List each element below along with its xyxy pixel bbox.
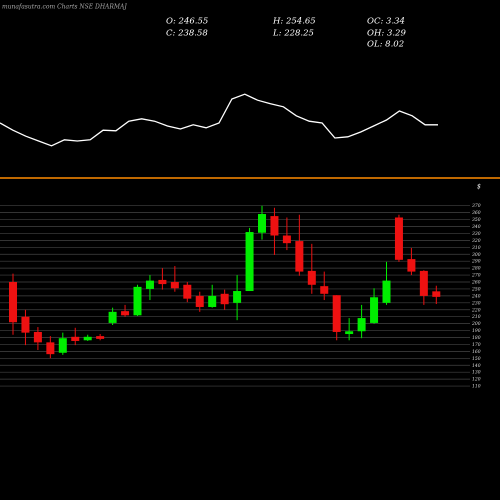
indicator-line <box>0 93 438 147</box>
y-tick-label: 150 <box>472 356 481 362</box>
y-tick-label: 110 <box>472 384 481 390</box>
candle-body <box>46 342 55 355</box>
stat: C: 238.58 <box>166 29 208 39</box>
candle-body <box>133 286 142 316</box>
y-tick-label: 240 <box>471 293 481 299</box>
y-tick-label: 250 <box>471 286 481 292</box>
candle-body <box>419 270 428 296</box>
y-tick-label: 140 <box>472 363 481 369</box>
brand: munafasutra.com Charts NSE DHARMAJ <box>2 4 127 11</box>
candle-body <box>21 316 30 333</box>
candle-body <box>58 338 67 353</box>
candle-body <box>332 295 341 332</box>
y-tick-label: 170 <box>472 342 481 348</box>
candle-body <box>233 291 242 303</box>
candle-body <box>270 216 279 236</box>
y-tick-label: 260 <box>471 280 481 286</box>
stat: OC: 3.34 <box>367 17 405 27</box>
candle-body <box>370 297 379 323</box>
candle-body <box>71 336 80 341</box>
candle-body <box>345 331 354 335</box>
candle-body <box>432 291 441 297</box>
y-tick-label: 210 <box>471 314 481 320</box>
y-tick-label: 320 <box>472 238 481 244</box>
stat: OH: 3.29 <box>367 29 406 39</box>
candle-body <box>108 311 117 323</box>
y-tick-label: 310 <box>472 245 481 251</box>
y-tick-label: 350 <box>472 217 481 223</box>
candle-body <box>295 241 304 272</box>
candle-body <box>145 280 154 289</box>
candle-body <box>195 295 204 307</box>
candle-body <box>83 336 92 341</box>
y-tick-label: 180 <box>472 335 481 341</box>
candle-body <box>220 293 229 305</box>
candle-body <box>183 284 192 299</box>
y-tick-label: 300 <box>472 252 481 258</box>
stat: O: 246.55 <box>166 17 208 27</box>
y-tick-label: 370 <box>472 203 481 209</box>
currency: $ <box>477 184 481 191</box>
y-tick-label: 290 <box>471 259 481 265</box>
candle-body <box>282 235 291 244</box>
candle-body <box>258 214 266 233</box>
candle-body <box>407 259 416 272</box>
candle-body <box>357 318 366 332</box>
candle-body <box>245 232 254 292</box>
candle-body <box>158 279 167 285</box>
candle-body <box>382 280 391 303</box>
y-tick-label: 230 <box>471 300 481 306</box>
y-tick-label: 160 <box>472 349 481 355</box>
y-tick-label: 340 <box>472 224 481 230</box>
y-tick-label: 360 <box>472 210 481 216</box>
y-tick-label: 130 <box>472 370 481 376</box>
y-tick-label: 280 <box>471 266 481 272</box>
candle-body <box>320 286 329 294</box>
candle-body <box>9 282 17 323</box>
candle-body <box>121 311 130 316</box>
stat: OL: 8.02 <box>367 40 404 50</box>
candle-body <box>33 331 42 343</box>
y-tick-label: 220 <box>471 307 481 313</box>
y-tick-label: 190 <box>472 328 481 334</box>
candle-body <box>208 295 217 307</box>
y-tick-label: 270 <box>471 273 481 279</box>
candle-body <box>170 282 179 289</box>
candle-body <box>96 336 105 339</box>
stat: L: 228.25 <box>272 29 314 39</box>
y-tick-label: 200 <box>471 321 481 327</box>
y-tick-label: 330 <box>472 231 481 237</box>
stat: H: 254.65 <box>272 17 316 27</box>
y-tick-label: 120 <box>472 377 481 383</box>
candle-body <box>307 270 316 285</box>
candle-body <box>394 217 403 260</box>
